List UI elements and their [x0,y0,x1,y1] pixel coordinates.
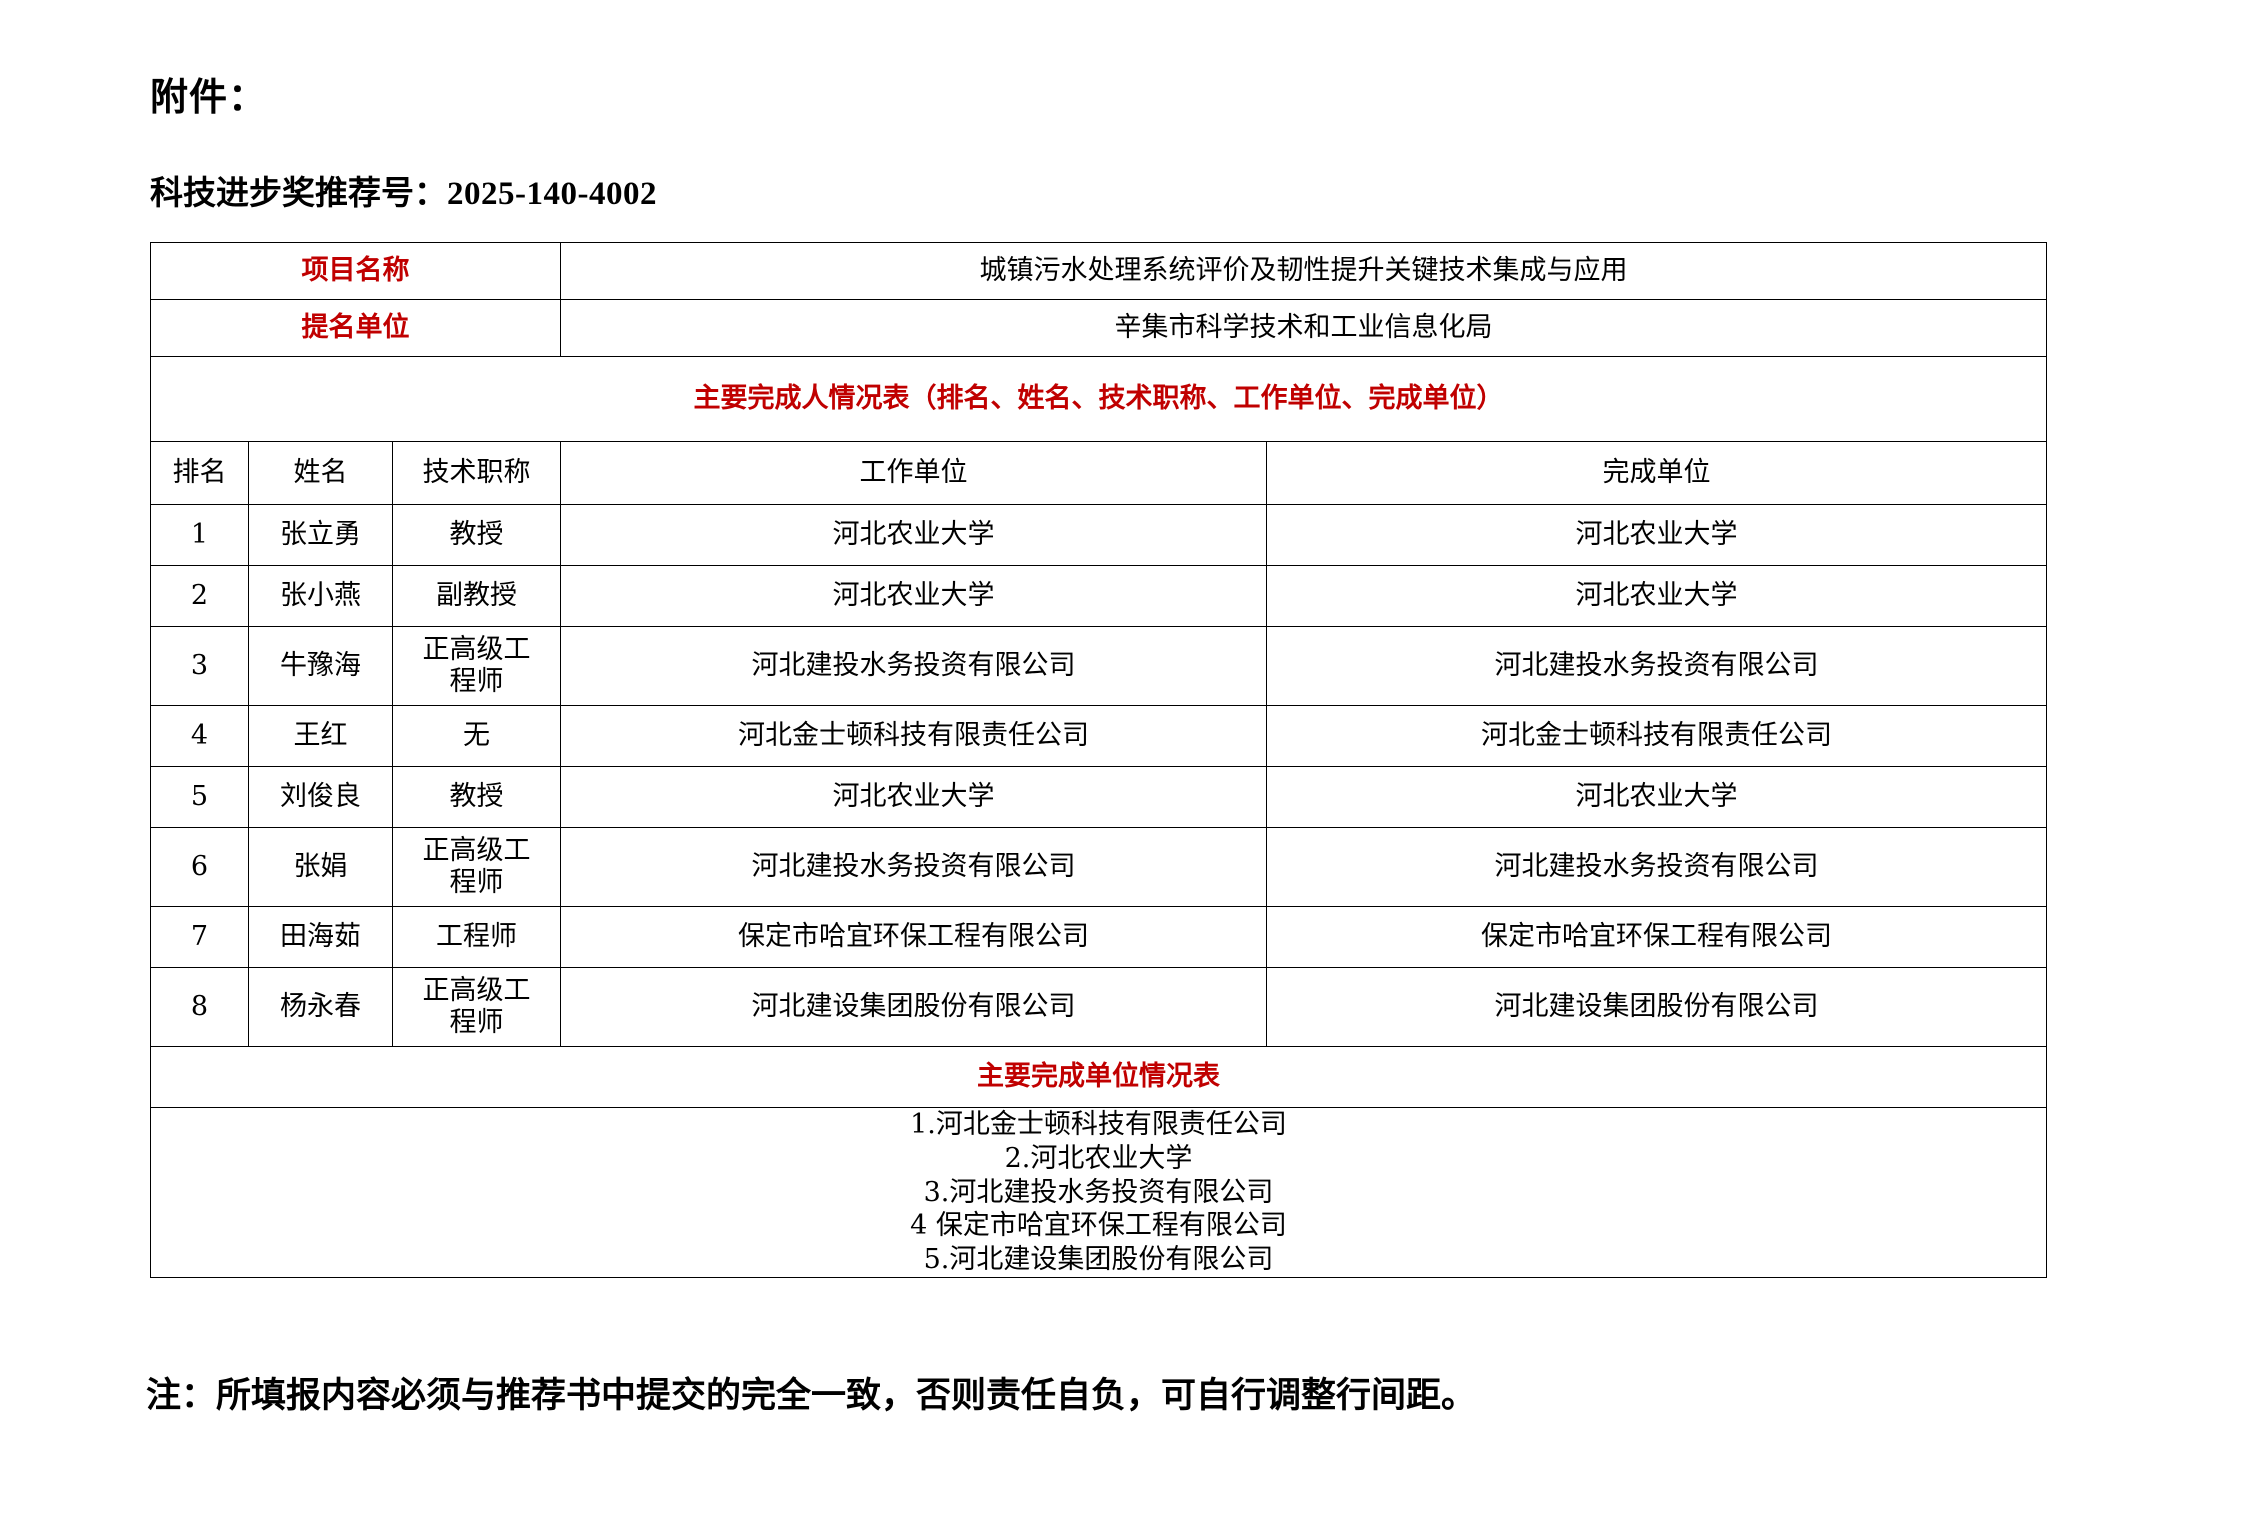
list-item: 2.河北农业大学 [1004,1142,1193,1174]
cell-rank: 4 [150,705,249,767]
column-header-work-unit: 工作单位 [560,441,1268,505]
cell-finish-unit: 保定市哈宜环保工程有限公司 [1266,906,2048,968]
nominating-unit-label: 提名单位 [149,299,562,357]
cell-title-line2: 程师 [449,1007,504,1038]
units-title-row: 主要完成单位情况表 [149,1046,2048,1108]
cell-work-unit: 河北建设集团股份有限公司 [560,967,1268,1047]
recommendation-number-line: 科技进步奖推荐号：2025-140-4002 [150,176,657,211]
cell-title: 副教授 [391,565,562,627]
cell-finish-unit: 河北农业大学 [1266,504,2048,566]
cell-finish-unit: 河北金士顿科技有限责任公司 [1266,705,2048,767]
table-row: 7 田海茹 工程师 保定市哈宜环保工程有限公司 保定市哈宜环保工程有限公司 [150,906,2048,968]
cell-rank: 2 [150,565,249,627]
cell-rank: 8 [150,967,249,1047]
cell-title-line1: 正高级工 [422,975,531,1007]
contributors-section-title: 主要完成人情况表（排名、姓名、技术职称、工作单位、完成单位） [149,356,2048,442]
recommendation-number-label: 科技进步奖推荐号： [150,173,447,212]
cell-title-line2: 程师 [449,867,504,898]
table-row: 1 张立勇 教授 河北农业大学 河北农业大学 [150,504,2048,566]
table-row: 6 张娟 正高级工 程师 河北建投水务投资有限公司 河北建投水务投资有限公司 [150,827,2048,907]
cell-work-unit: 河北农业大学 [560,766,1268,828]
cell-title: 正高级工 程师 [391,967,562,1047]
list-item: 1.河北金士顿科技有限责任公司 [910,1109,1287,1140]
table-row: 2 张小燕 副教授 河北农业大学 河北农业大学 [150,565,2048,627]
cell-work-unit: 河北建投水务投资有限公司 [560,626,1268,706]
column-header-name: 姓名 [248,441,393,505]
list-item: 3.河北建投水务投资有限公司 [923,1176,1274,1208]
cell-finish-unit: 河北农业大学 [1266,766,2048,828]
award-info-table: 项目名称 城镇污水处理系统评价及韧性提升关键技术集成与应用 提名单位 辛集市科学… [149,242,2048,1278]
cell-name: 王红 [248,705,393,767]
nominating-unit-row: 提名单位 辛集市科学技术和工业信息化局 [149,299,2048,357]
cell-name: 张立勇 [248,504,393,566]
cell-finish-unit: 河北农业大学 [1266,565,2048,627]
column-header-rank: 排名 [150,441,249,505]
cell-name: 田海茹 [248,906,393,968]
table-row: 8 杨永春 正高级工 程师 河北建设集团股份有限公司 河北建设集团股份有限公司 [150,967,2048,1047]
cell-finish-unit: 河北建设集团股份有限公司 [1266,967,2048,1047]
cell-title: 正高级工 程师 [391,827,562,907]
table-row: 4 王红 无 河北金士顿科技有限责任公司 河北金士顿科技有限责任公司 [150,705,2048,767]
footer-note: 注：所填报内容必须与推荐书中提交的完全一致，否则责任自负，可自行调整行间距。 [146,1375,1477,1416]
cell-name: 刘俊良 [248,766,393,828]
cell-name: 张小燕 [248,565,393,627]
nominating-unit-value: 辛集市科学技术和工业信息化局 [560,299,2048,357]
cell-name: 杨永春 [248,967,393,1047]
project-name-value: 城镇污水处理系统评价及韧性提升关键技术集成与应用 [560,242,2048,300]
cell-work-unit: 河北农业大学 [560,565,1268,627]
cell-work-unit: 河北金士顿科技有限责任公司 [560,705,1268,767]
cell-rank: 7 [150,906,249,968]
project-name-label: 项目名称 [149,242,562,300]
table-row: 5 刘俊良 教授 河北农业大学 河北农业大学 [150,766,2048,828]
cell-finish-unit: 河北建投水务投资有限公司 [1266,626,2048,706]
units-list-row: 1.河北金士顿科技有限责任公司 2.河北农业大学 3.河北建投水务投资有限公司 … [149,1107,2048,1278]
cell-rank: 5 [150,766,249,828]
attachment-label: 附件： [150,74,268,119]
cell-title: 工程师 [391,906,562,968]
cell-rank: 1 [150,504,249,566]
units-section-title: 主要完成单位情况表 [149,1046,2048,1108]
cell-finish-unit: 河北建投水务投资有限公司 [1266,827,2048,907]
contributors-title-row: 主要完成人情况表（排名、姓名、技术职称、工作单位、完成单位） [149,356,2048,442]
cell-name: 张娟 [248,827,393,907]
column-header-finish-unit: 完成单位 [1266,441,2048,505]
project-name-row: 项目名称 城镇污水处理系统评价及韧性提升关键技术集成与应用 [149,242,2048,300]
table-row: 3 牛豫海 正高级工 程师 河北建投水务投资有限公司 河北建投水务投资有限公司 [150,626,2048,706]
units-list: 1.河北金士顿科技有限责任公司 2.河北农业大学 3.河北建投水务投资有限公司 … [149,1107,2048,1278]
cell-work-unit: 保定市哈宜环保工程有限公司 [560,906,1268,968]
contributors-header-row: 排名 姓名 技术职称 工作单位 完成单位 [150,441,2048,505]
cell-name: 牛豫海 [248,626,393,706]
cell-title: 正高级工 程师 [391,626,562,706]
list-item: 4 保定市哈宜环保工程有限公司 [910,1210,1287,1242]
cell-work-unit: 河北农业大学 [560,504,1268,566]
cell-title: 教授 [391,504,562,566]
cell-title-line2: 程师 [449,666,504,697]
cell-rank: 6 [150,827,249,907]
cell-title: 无 [391,705,562,767]
column-header-title: 技术职称 [391,441,562,505]
list-item: 5.河北建设集团股份有限公司 [923,1244,1274,1275]
cell-title: 教授 [391,766,562,828]
recommendation-number-value: 2025-140-4002 [447,176,657,212]
cell-title-line1: 正高级工 [422,634,531,666]
cell-rank: 3 [150,626,249,706]
cell-title-line1: 正高级工 [422,835,531,867]
cell-work-unit: 河北建投水务投资有限公司 [560,827,1268,907]
